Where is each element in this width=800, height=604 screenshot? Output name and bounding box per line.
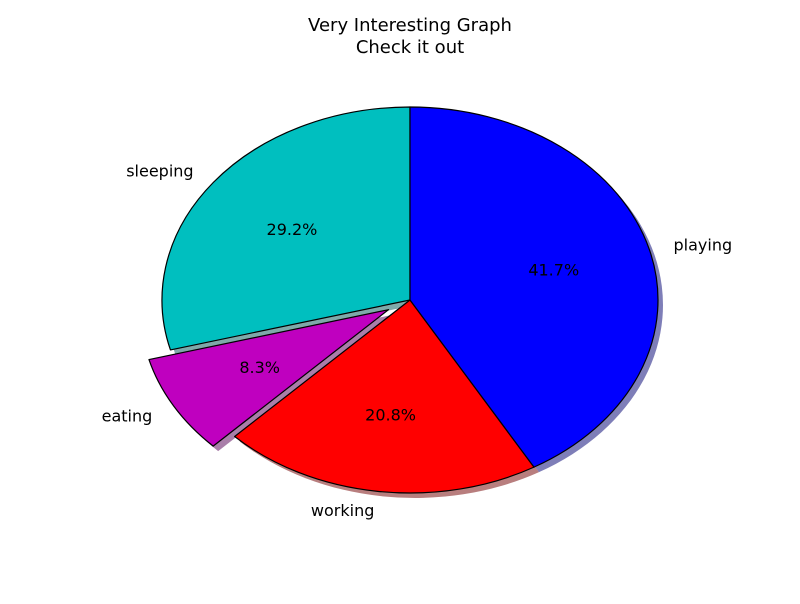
chart-title-line: Very Interesting Graph bbox=[308, 15, 512, 36]
slice-label-playing: playing bbox=[674, 236, 733, 255]
slice-label-working: working bbox=[311, 501, 374, 520]
slice-label-sleeping: sleeping bbox=[126, 161, 193, 180]
chart-subtitle-line: Check it out bbox=[356, 37, 464, 58]
slice-label-eating: eating bbox=[102, 406, 153, 425]
pie-slice-playing bbox=[409, 106, 659, 468]
percent-label-eating: 8.3% bbox=[239, 358, 280, 377]
percent-label-playing: 41.7% bbox=[528, 261, 579, 280]
pie-slice-working bbox=[234, 299, 535, 494]
pie-slices bbox=[148, 106, 659, 494]
pie-slice-eating bbox=[148, 309, 390, 447]
percent-label-working: 20.8% bbox=[365, 405, 416, 424]
percent-labels: 29.2% 8.3% 20.8% 41.7% bbox=[239, 220, 579, 424]
percent-label-sleeping: 29.2% bbox=[267, 220, 318, 239]
pie-slice-sleeping bbox=[161, 106, 411, 351]
slice-labels: sleeping eating working playing bbox=[102, 161, 733, 520]
